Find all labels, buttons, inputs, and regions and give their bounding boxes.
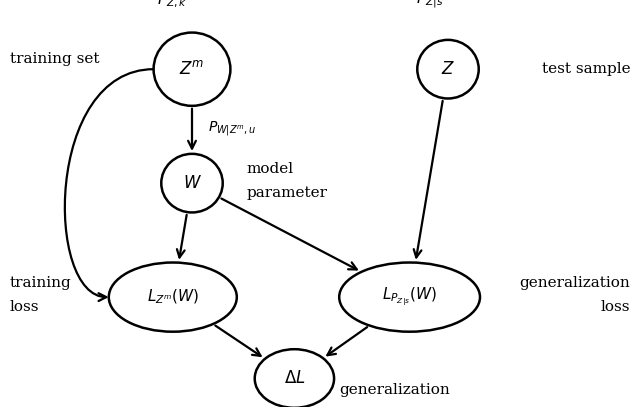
Ellipse shape [109, 263, 237, 332]
Ellipse shape [417, 40, 479, 98]
Ellipse shape [154, 33, 230, 106]
Text: $L_{Z^m}(W)$: $L_{Z^m}(W)$ [147, 288, 199, 306]
Text: training: training [10, 276, 71, 290]
Text: $W$: $W$ [182, 175, 202, 192]
Ellipse shape [339, 263, 480, 332]
Text: generalization: generalization [520, 276, 630, 290]
Text: $P_{Z,k}$: $P_{Z,k}$ [157, 0, 188, 10]
Text: model: model [246, 162, 294, 176]
Text: $L_{P_{Z|s}}(W)$: $L_{P_{Z|s}}(W)$ [382, 286, 437, 309]
FancyArrowPatch shape [65, 69, 154, 301]
Text: $\Delta L$: $\Delta L$ [284, 370, 305, 387]
Text: $Z^m$: $Z^m$ [179, 60, 205, 78]
Text: generalization: generalization [339, 383, 450, 396]
Ellipse shape [255, 349, 334, 407]
Text: loss: loss [601, 300, 630, 314]
Text: gap: gap [339, 405, 368, 407]
Text: training set: training set [10, 52, 99, 66]
Text: loss: loss [10, 300, 39, 314]
Text: $P_{W|Z^m,u}$: $P_{W|Z^m,u}$ [208, 119, 256, 138]
Ellipse shape [161, 154, 223, 212]
Text: test sample: test sample [542, 62, 630, 76]
Text: parameter: parameter [246, 186, 328, 200]
Text: $Z$: $Z$ [441, 61, 455, 78]
Text: $P_{Z|s}$: $P_{Z|s}$ [416, 0, 444, 10]
